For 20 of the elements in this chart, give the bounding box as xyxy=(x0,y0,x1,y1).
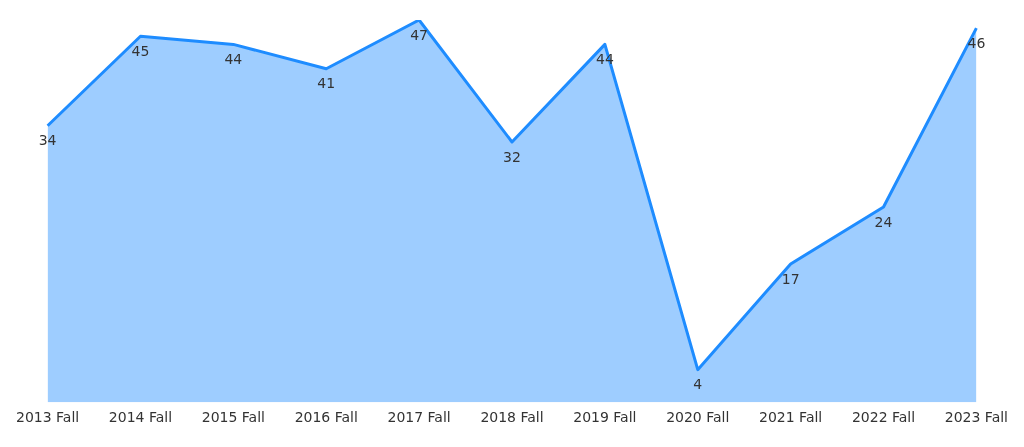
x-tick-label: 2021 Fall xyxy=(759,409,823,426)
data-label: 41 xyxy=(317,75,336,92)
data-label: 47 xyxy=(410,26,429,43)
x-tick-label: 2016 Fall xyxy=(294,409,358,426)
x-tick-label: 2018 Fall xyxy=(480,409,544,426)
data-label: 4 xyxy=(693,376,703,393)
data-label: 34 xyxy=(38,132,57,149)
data-label: 45 xyxy=(131,42,150,59)
data-label: 17 xyxy=(781,270,800,287)
data-label: 24 xyxy=(874,213,893,230)
x-tick-label: 2015 Fall xyxy=(201,409,265,426)
x-tick-label: 2019 Fall xyxy=(573,409,637,426)
x-tick-label: 2014 Fall xyxy=(108,409,173,426)
data-label: 32 xyxy=(503,148,521,165)
x-tick-label: 2017 Fall xyxy=(387,409,451,426)
x-tick-label: 2020 Fall xyxy=(666,409,730,426)
x-tick-label: 2013 Fall xyxy=(15,409,80,426)
x-tick-label: 2022 Fall xyxy=(851,409,916,426)
data-label: 44 xyxy=(224,51,243,68)
x-tick-label: 2023 Fall xyxy=(944,409,1009,426)
